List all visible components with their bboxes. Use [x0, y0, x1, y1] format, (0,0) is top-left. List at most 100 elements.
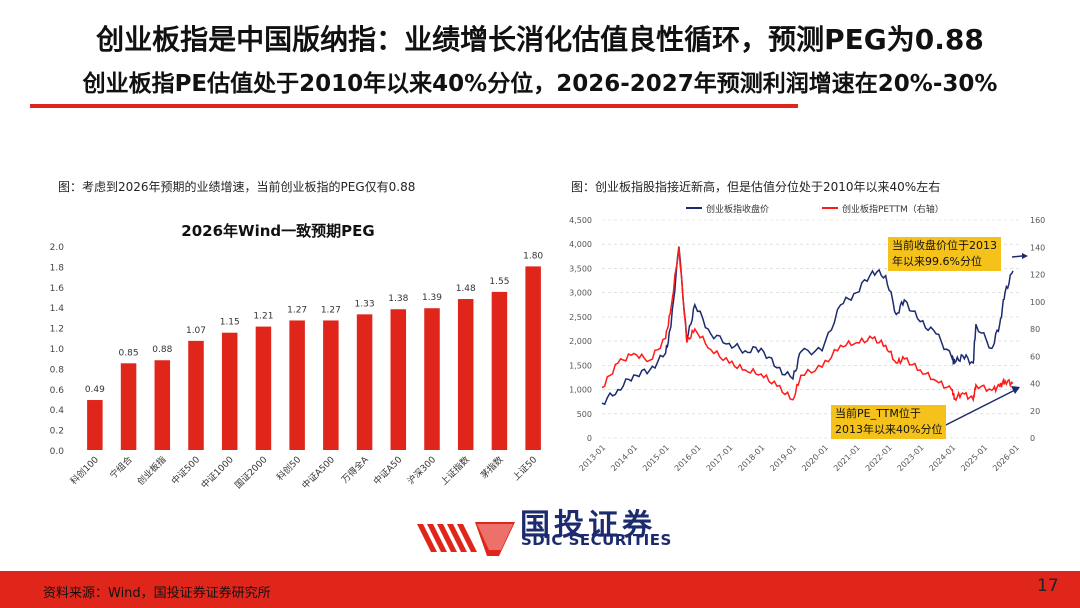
right-chart-caption: 图：创业板指股指接近新高，但是估值分位处于2010年以来40%左右	[571, 180, 941, 194]
bar-上证指数	[457, 299, 474, 450]
bar-value-label: 1.21	[253, 312, 273, 322]
x-axis-tick-label: 2024-01	[927, 443, 957, 473]
bar-y-tick-label: 1.8	[50, 263, 65, 273]
pe-callout-line2: 2013年以来40%分位	[835, 423, 943, 436]
x-axis-tick-label: 2026-01	[991, 443, 1021, 473]
left-axis-tick-label: 1,000	[569, 386, 592, 395]
legend-label: 创业板指收盘价	[706, 203, 769, 215]
bar-value-label: 1.55	[489, 277, 509, 287]
page-title: 创业板指是中国版纳指：业绩增长消化估值良性循环，预测PEG为0.88	[96, 23, 984, 56]
bar-value-label: 1.33	[355, 299, 375, 309]
x-axis-tick-label: 2013-01	[577, 443, 607, 473]
x-axis-tick-label: 2014-01	[609, 443, 639, 473]
left-axis-tick-label: 1,500	[569, 361, 592, 370]
footer-bar	[0, 571, 1080, 608]
left-axis-tick-label: 4,000	[569, 240, 592, 249]
right-axis-tick-label: 120	[1030, 271, 1045, 280]
bar-y-tick-label: 0.4	[50, 406, 65, 416]
left-axis-tick-label: 2,500	[569, 313, 592, 322]
close-price-callout-line1: 当前收盘价位于2013	[892, 239, 997, 252]
bar-chart-title: 2026年Wind一致预期PEG	[181, 222, 374, 240]
close-price-callout: 当前收盘价位于2013 年以来99.6%分位	[888, 237, 1001, 271]
bar-value-label: 0.88	[152, 345, 172, 355]
left-axis-tick-label: 3,000	[569, 289, 592, 298]
close-price-callout-line2: 年以来99.6%分位	[892, 255, 982, 268]
pe-callout: 当前PE_TTM位于 2013年以来40%分位	[831, 405, 947, 439]
x-axis-tick-label: 2021-01	[832, 443, 862, 473]
left-chart-caption: 图：考虑到2026年预期的业绩增速，当前创业板指的PEG仅有0.88	[58, 180, 416, 194]
bar-value-label: 0.85	[119, 348, 139, 358]
bar-中证A50	[390, 309, 407, 450]
bar-y-tick-label: 0.6	[50, 386, 65, 396]
right-axis-tick-label: 80	[1030, 325, 1040, 334]
bar-科创100	[87, 400, 103, 450]
page-subtitle: 创业板指PE估值处于2010年以来40%分位，2026-2027年预测利润增速在…	[82, 71, 998, 97]
bar-中证1000	[221, 332, 238, 450]
right-axis-tick-label: 40	[1030, 380, 1040, 389]
x-axis-tick-label: 2019-01	[768, 443, 798, 473]
left-axis-tick-label: 2,000	[569, 337, 592, 346]
series-line-close-price	[601, 246, 1014, 406]
bar-value-label: 1.07	[186, 326, 206, 336]
sdic-logo-mark	[417, 522, 515, 556]
bar-category-label: 上证50	[511, 454, 540, 483]
right-axis-tick-label: 20	[1030, 407, 1040, 416]
x-axis-tick-label: 2025-01	[959, 443, 989, 473]
data-source: 资料来源：Wind，国投证券证券研究所	[43, 586, 271, 601]
bar-y-tick-label: 1.2	[50, 325, 64, 335]
bar-y-tick-label: 0.2	[50, 427, 64, 437]
bar-value-label: 1.48	[456, 284, 476, 294]
bar-category-label: 茅指数	[478, 454, 506, 482]
title-underline	[30, 104, 798, 108]
bar-value-label: 1.38	[388, 294, 408, 304]
bar-y-tick-label: 1.6	[50, 284, 65, 294]
bar-y-tick-label: 0.8	[50, 365, 65, 375]
bar-value-label: 1.27	[287, 305, 307, 315]
bar-y-tick-label: 2.0	[50, 243, 65, 253]
bar-中证A500	[323, 320, 339, 450]
right-axis-tick-label: 60	[1030, 352, 1040, 361]
bar-创业板指	[154, 360, 171, 450]
page-number: 17	[1037, 576, 1059, 596]
bar-category-label: 中证500	[169, 453, 203, 487]
bar-y-tick-label: 1.0	[50, 345, 65, 355]
bar-value-label: 1.15	[220, 318, 240, 328]
callout-arrowhead-bottom	[1011, 386, 1020, 394]
bar-value-label: 1.80	[523, 251, 543, 261]
logo-chinese-name: 国投证券	[520, 508, 656, 543]
bar-category-label: 科创50	[274, 453, 304, 483]
callout-arrowhead-top	[1022, 253, 1028, 259]
bar-科创50	[289, 320, 305, 450]
bar-category-label: 上证指数	[438, 454, 472, 488]
left-axis-tick-label: 0	[587, 434, 592, 443]
x-axis-tick-label: 2015-01	[641, 443, 671, 473]
right-axis-tick-label: 140	[1030, 243, 1045, 252]
legend-label: 创业板指PETTM（右轴）	[842, 203, 944, 215]
callout-arrow-bottom	[933, 389, 1016, 432]
index-pe-line-chart: 0 500 1,000 1,500 2,000 2,500 3,000 3,500 4,000 4…	[569, 203, 1045, 473]
bar-category-label: 创业板指	[134, 454, 168, 488]
logo-english-name: SDIC SECURITIES	[521, 531, 672, 549]
bar-沪深300	[424, 308, 440, 450]
pe-callout-line1: 当前PE_TTM位于	[835, 407, 921, 420]
bar-中证500	[188, 340, 204, 450]
bar-category-label: 宁组合	[107, 454, 135, 482]
bar-value-label: 1.27	[321, 305, 341, 315]
bar-category-label: 中证1000	[198, 453, 236, 491]
bar-value-label: 0.49	[85, 385, 105, 395]
left-axis-tick-label: 3,500	[569, 264, 592, 273]
bar-国证2000	[255, 326, 272, 450]
bar-category-label: 科创100	[68, 453, 102, 487]
bar-value-label: 1.39	[422, 293, 442, 303]
x-axis-tick-label: 2020-01	[800, 443, 830, 473]
bar-category-label: 沪深300	[405, 453, 439, 487]
bar-宁组合	[120, 363, 137, 450]
series-line-pe-ttm	[601, 247, 1014, 403]
right-axis-tick-label: 160	[1030, 216, 1045, 225]
bar-茅指数	[491, 291, 508, 450]
bar-万得全A	[356, 314, 373, 450]
left-axis-tick-label: 500	[577, 410, 592, 419]
bar-y-tick-label: 1.4	[50, 304, 65, 314]
bar-category-label: 中证A50	[371, 453, 405, 487]
x-axis-tick-label: 2018-01	[736, 443, 766, 473]
